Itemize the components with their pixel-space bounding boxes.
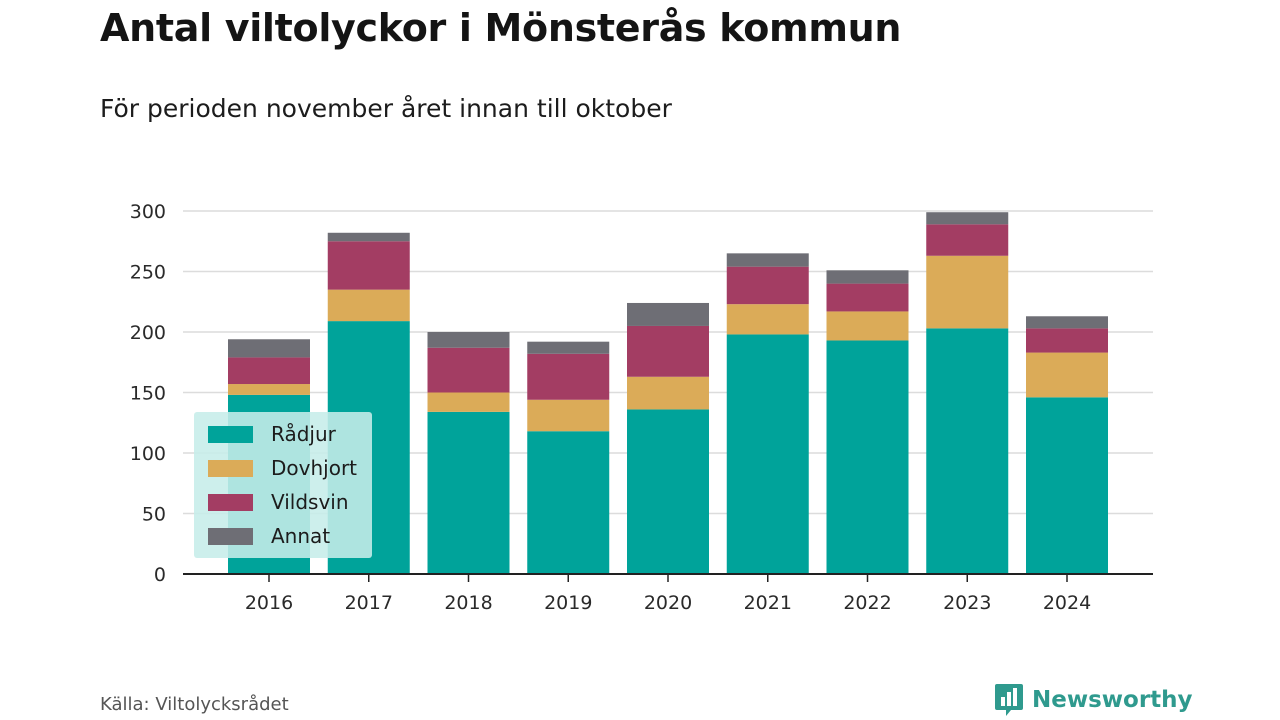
y-tick-label: 150 [130, 383, 166, 405]
legend: Rådjur Dovhjort Vildsvin Annat [194, 412, 372, 558]
bar-segment-dovhjort-2021 [726, 304, 809, 335]
bar-segment-vildsvin-2020 [627, 325, 709, 377]
bar-segment-dovhjort-2016 [228, 384, 310, 395]
legend-box [194, 412, 372, 558]
legend-label-vildsvin: Vildsvin [271, 490, 349, 514]
bar-segment-rådjur-2018 [427, 411, 510, 574]
bar-segment-vildsvin-2023 [926, 224, 1009, 256]
brand-name: Newsworthy [1032, 687, 1193, 713]
y-tick-label: 0 [154, 564, 166, 586]
bar-segment-annat-2024 [1026, 316, 1108, 329]
bar-segment-dovhjort-2020 [627, 376, 709, 410]
bar-segment-annat-2017 [327, 232, 410, 242]
x-tick-label: 2016 [245, 592, 293, 614]
x-tick-label: 2023 [943, 592, 991, 614]
legend-label-rådjur: Rådjur [271, 422, 337, 446]
bar-segment-rådjur-2019 [527, 431, 610, 574]
legend-label-dovhjort: Dovhjort [271, 456, 357, 480]
bar-segment-rådjur-2021 [726, 334, 809, 574]
bar-segment-dovhjort-2022 [826, 311, 909, 341]
bar-segment-annat-2016 [228, 339, 310, 358]
bar-segment-rådjur-2020 [627, 409, 709, 574]
bar-segment-dovhjort-2018 [427, 392, 510, 412]
legend-swatch-rådjur [208, 426, 253, 443]
x-tick-label: 2022 [843, 592, 891, 614]
chart-title: Antal viltolyckor i Mönsterås kommun [100, 6, 902, 50]
legend-swatch-dovhjort [208, 460, 253, 477]
source-note: Källa: Viltolycksrådet [100, 694, 289, 715]
x-tick-label: 2024 [1043, 592, 1091, 614]
bar-segment-dovhjort-2019 [527, 399, 610, 432]
bar-segment-vildsvin-2021 [726, 266, 809, 305]
bar-segment-vildsvin-2022 [826, 283, 909, 312]
bar-segment-dovhjort-2017 [327, 289, 410, 322]
x-tick-label: 2019 [544, 592, 592, 614]
y-tick-label: 100 [130, 443, 166, 465]
y-tick-label: 50 [142, 504, 166, 526]
brand-logo: Newsworthy [994, 682, 1193, 718]
bar-segment-vildsvin-2018 [427, 347, 510, 393]
bar-segment-vildsvin-2017 [327, 241, 410, 290]
bar-segment-rådjur-2023 [926, 328, 1009, 574]
x-tick-label: 2017 [345, 592, 393, 614]
legend-swatch-vildsvin [208, 494, 253, 511]
legend-swatch-annat [208, 528, 253, 545]
bar-segment-rådjur-2022 [826, 340, 909, 574]
newsworthy-logo-icon [995, 684, 1023, 716]
bar-segment-annat-2021 [726, 253, 809, 267]
x-tick-label: 2021 [744, 592, 792, 614]
bar-segment-annat-2022 [826, 270, 909, 284]
legend-label-annat: Annat [271, 524, 330, 548]
bar-segment-dovhjort-2023 [926, 255, 1009, 329]
axes: 0 50 100 150 200 250 300 2016 2017 2018 2019 2020 20… [130, 201, 1153, 614]
x-tick-label: 2018 [444, 592, 492, 614]
bar-segment-annat-2020 [627, 302, 709, 326]
bar-segment-annat-2018 [427, 332, 510, 348]
y-tick-label: 200 [130, 322, 166, 344]
bar-segment-annat-2019 [527, 341, 610, 354]
bar-segment-vildsvin-2019 [527, 353, 610, 400]
y-tick-label: 300 [130, 201, 166, 223]
bar-segment-vildsvin-2024 [1026, 328, 1108, 353]
bar-segment-rådjur-2024 [1026, 397, 1108, 574]
bar-segment-annat-2023 [926, 212, 1009, 225]
y-tick-label: 250 [130, 262, 166, 284]
x-tick-label: 2020 [644, 592, 692, 614]
bar-segment-dovhjort-2024 [1026, 352, 1108, 398]
chart-subtitle: För perioden november året innan till ok… [100, 94, 672, 123]
bar-segment-vildsvin-2016 [228, 357, 310, 385]
